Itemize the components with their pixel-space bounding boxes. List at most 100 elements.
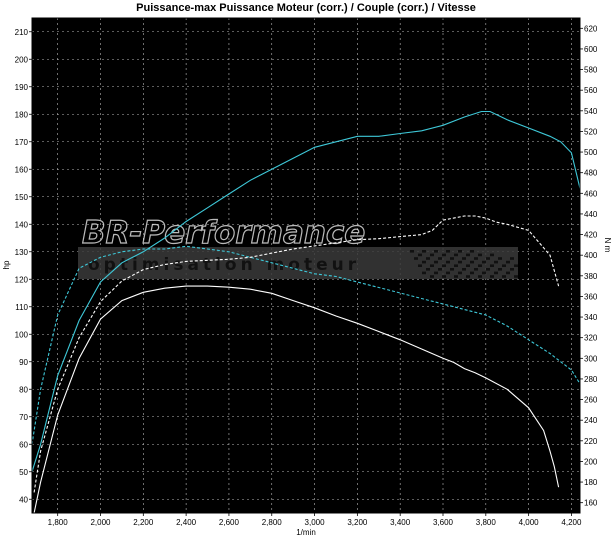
x-tick-label: 1,800 (48, 518, 69, 527)
checker-square (438, 268, 442, 271)
checker-square (474, 268, 478, 271)
x-tick-label: 2,200 (133, 518, 154, 527)
checker-square (486, 257, 490, 260)
checker-square (454, 253, 458, 257)
y2-tick-label: 560 (584, 86, 598, 95)
y-tick-label: 90 (19, 358, 28, 367)
checker-square (422, 271, 426, 275)
checker-square (446, 250, 450, 253)
y-tick-label: 150 (15, 193, 29, 202)
checker-square (430, 275, 434, 278)
y2-tick-label: 420 (584, 231, 598, 240)
y2-tick-label: 620 (584, 24, 598, 33)
checker-square (462, 257, 466, 260)
x-tick-label: 3,600 (433, 518, 454, 527)
checker-square (490, 275, 494, 278)
checker-square (478, 264, 482, 267)
checker-square (478, 253, 482, 257)
checker-square (482, 271, 486, 275)
y2-tick-label: 320 (584, 334, 598, 343)
y-tick-label: 100 (15, 330, 29, 339)
checker-square (458, 271, 462, 275)
y2-axis-ticks: 160 180 200 220 240 260 280 300 320 340 360 380 400 4… (580, 24, 598, 508)
checker-square (410, 250, 414, 253)
y2-tick-label: 300 (584, 354, 598, 363)
y-tick-label: 200 (15, 55, 29, 64)
checker-square (486, 268, 490, 271)
checker-square (474, 257, 478, 260)
checker-square (482, 260, 486, 264)
checker-square (426, 268, 430, 271)
checker-square (434, 271, 438, 275)
y-axis-label: hp (2, 260, 11, 269)
checker-square (498, 268, 502, 271)
checker-square (498, 257, 502, 260)
checker-square (414, 257, 418, 260)
checker-square (418, 253, 422, 257)
checker-square (490, 253, 494, 257)
checker-square (502, 264, 506, 267)
x-tick-label: 4,200 (561, 518, 582, 527)
y-tick-label: 130 (15, 248, 29, 257)
x-axis-ticks: 1,800 2,000 2,200 2,400 2,600 2,800 3,000 3,200… (48, 513, 582, 527)
y2-tick-label: 440 (584, 210, 598, 219)
checker-square (506, 271, 510, 275)
checker-square (458, 250, 462, 253)
checker-square (430, 253, 434, 257)
plot-border (31, 17, 581, 514)
chart-title: Puissance-max Puissance Moteur (corr.) /… (136, 2, 476, 14)
checker-square (442, 275, 446, 278)
checker-square (458, 260, 462, 264)
y2-tick-label: 180 (584, 478, 598, 487)
y-tick-label: 50 (19, 468, 28, 477)
checker-square (514, 275, 518, 278)
checker-square (454, 275, 458, 278)
checker-square (430, 264, 434, 267)
checker-square (470, 250, 474, 253)
checker-square (502, 275, 506, 278)
y2-tick-label: 600 (584, 45, 598, 54)
y2-tick-label: 580 (584, 66, 598, 75)
checker-square (494, 260, 498, 264)
y2-tick-label: 280 (584, 375, 598, 384)
watermark-band (78, 247, 518, 279)
checker-square (466, 253, 470, 257)
y2-tick-label: 460 (584, 189, 598, 198)
x-tick-label: 3,000 (305, 518, 326, 527)
x-tick-label: 3,200 (347, 518, 368, 527)
x-tick-label: 3,400 (390, 518, 411, 527)
y2-tick-label: 480 (584, 169, 598, 178)
checker-square (438, 257, 442, 260)
series-line-4 (33, 215, 560, 493)
y2-tick-label: 160 (584, 499, 598, 508)
checker-square (510, 268, 514, 271)
y2-tick-label: 240 (584, 416, 598, 425)
y-tick-label: 170 (15, 138, 29, 147)
checker-square (450, 257, 454, 260)
watermark-brand: BR-Performance (82, 215, 365, 251)
y2-tick-label: 200 (584, 457, 598, 466)
y-tick-label: 110 (15, 303, 28, 312)
checkered-flag-icon (410, 250, 518, 278)
y-tick-label: 160 (15, 165, 29, 174)
x-tick-label: 2,800 (262, 518, 283, 527)
x-tick-label: 3,800 (476, 518, 497, 527)
y2-tick-label: 340 (584, 313, 598, 322)
y2-tick-label: 220 (584, 437, 598, 446)
checker-square (466, 264, 470, 267)
checker-square (446, 271, 450, 275)
checker-square (442, 264, 446, 267)
checker-square (470, 260, 474, 264)
y-tick-label: 120 (15, 275, 29, 284)
checker-square (426, 257, 430, 260)
checker-square (494, 271, 498, 275)
y-tick-label: 40 (19, 495, 28, 504)
checker-square (422, 260, 426, 264)
checker-square (490, 264, 494, 267)
checker-square (422, 250, 426, 253)
y2-tick-label: 380 (584, 272, 598, 281)
checker-square (478, 275, 482, 278)
x-tick-label: 2,000 (90, 518, 111, 527)
y2-tick-label: 540 (584, 107, 598, 116)
